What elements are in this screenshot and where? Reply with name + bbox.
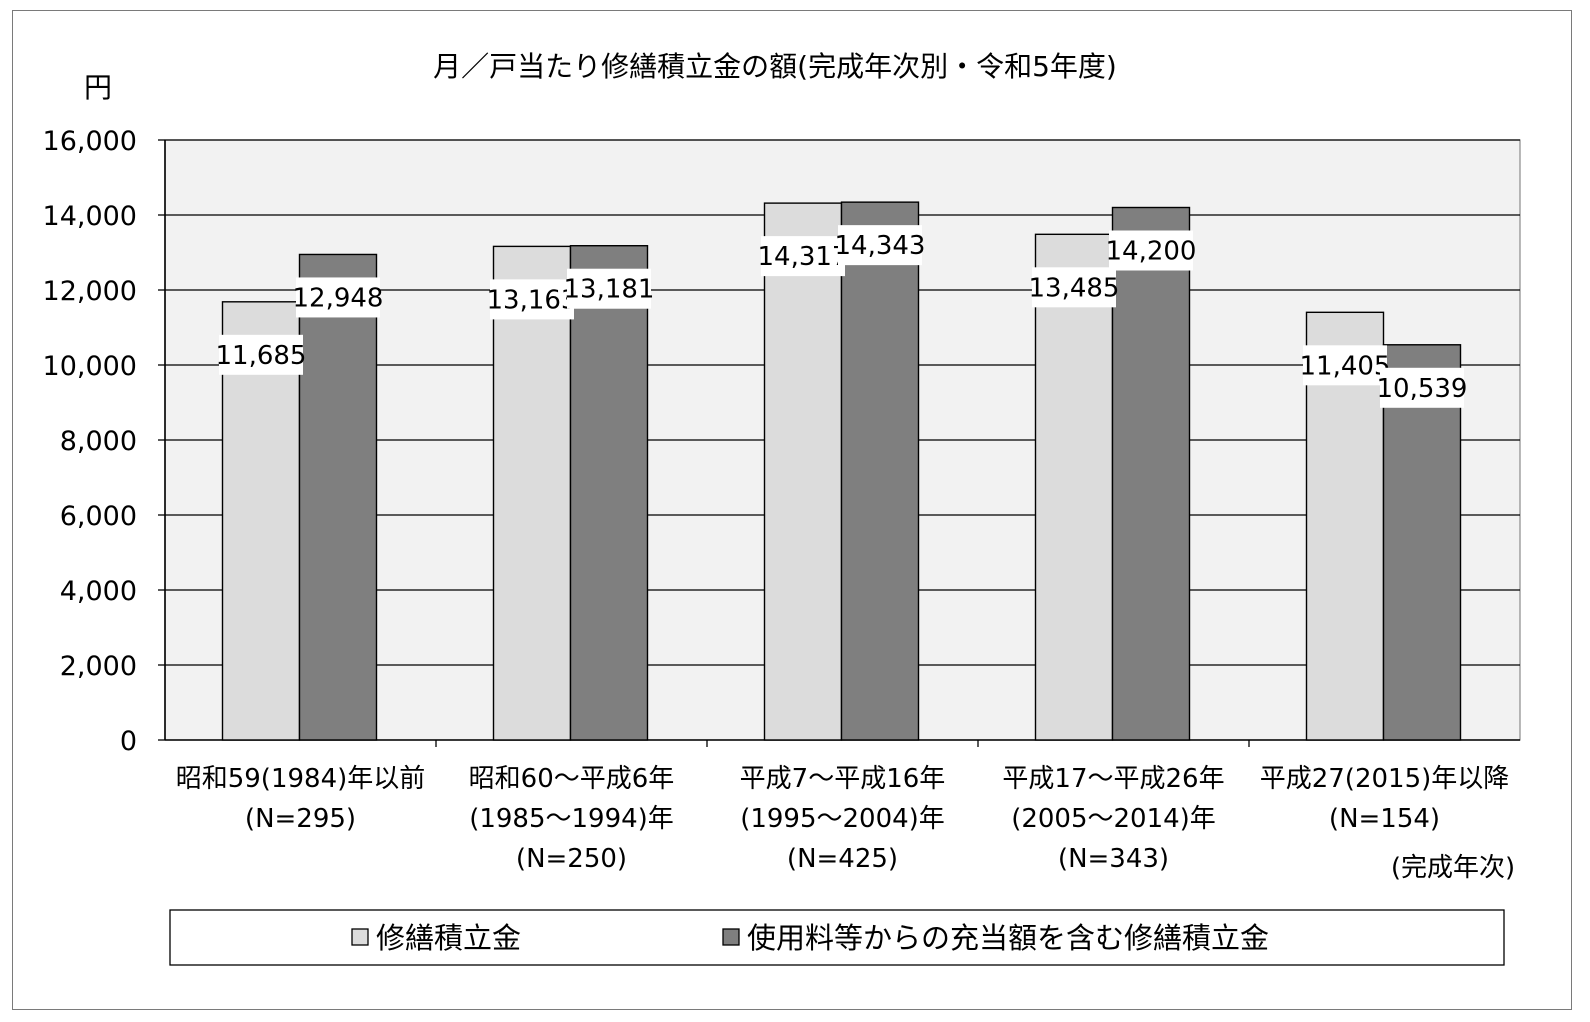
y-tick-label: 8,000 bbox=[60, 426, 137, 457]
y-tick-label: 6,000 bbox=[60, 501, 137, 532]
y-axis-label: 円 bbox=[84, 71, 112, 104]
data-label-box bbox=[490, 279, 574, 320]
bar-reserve-1 bbox=[492, 245, 572, 741]
data-label-box bbox=[219, 334, 303, 375]
x-category-label: (1995～2004)年 bbox=[740, 804, 945, 834]
legend-label-1: 使用料等からの充当額を含む修繕積立金 bbox=[747, 921, 1269, 955]
data-label: 11,405 bbox=[1300, 351, 1391, 381]
chart-title: 月／戸当たり修繕積立金の額(完成年次別・令和5年度) bbox=[433, 50, 1117, 83]
x-category-label: 平成27(2015)年以降 bbox=[1260, 764, 1510, 794]
y-tick-label: 2,000 bbox=[60, 651, 137, 682]
x-category-label: 平成17～平成26年 bbox=[1002, 764, 1224, 794]
data-label: 13,181 bbox=[564, 275, 655, 305]
y-tick-label: 16,000 bbox=[43, 126, 137, 157]
y-tick-label: 12,000 bbox=[43, 276, 137, 307]
data-label: 14,317 bbox=[758, 242, 849, 272]
x-category-label: 平成7～平成16年 bbox=[740, 764, 946, 794]
bar-reserve-0 bbox=[221, 301, 301, 741]
data-label-box bbox=[1109, 230, 1193, 271]
bar-reserve-incl-usage-2 bbox=[840, 201, 920, 741]
x-category-label: 昭和60～平成6年 bbox=[469, 764, 675, 794]
data-label: 14,200 bbox=[1106, 237, 1197, 267]
x-category-label: (N=425) bbox=[787, 844, 898, 874]
data-label: 14,343 bbox=[835, 231, 926, 261]
bar-reserve-2 bbox=[763, 202, 843, 741]
bar-reserve-incl-usage-1 bbox=[569, 245, 649, 741]
x-category-label: (1985～1994)年 bbox=[469, 804, 674, 834]
data-label-box bbox=[838, 225, 922, 266]
data-label-box bbox=[296, 277, 380, 318]
data-label: 13,485 bbox=[1029, 273, 1120, 303]
x-category-label: (N=250) bbox=[516, 844, 627, 874]
y-tick-label: 0 bbox=[120, 726, 137, 757]
legend-label-0: 修繕積立金 bbox=[376, 921, 521, 955]
x-category-label: (2005～2014)年 bbox=[1011, 804, 1216, 834]
data-label-box bbox=[1380, 367, 1464, 408]
x-category-label: (N=343) bbox=[1058, 844, 1169, 874]
x-category-label: (N=295) bbox=[245, 804, 356, 834]
data-label-box bbox=[1032, 267, 1116, 308]
data-label: 10,539 bbox=[1377, 374, 1468, 404]
data-label: 13,163 bbox=[487, 285, 578, 315]
y-tick-label: 4,000 bbox=[60, 576, 137, 607]
y-tick-label: 14,000 bbox=[43, 201, 137, 232]
bar-reserve-incl-usage-0 bbox=[298, 253, 378, 741]
bar-reserve-incl-usage-4 bbox=[1382, 344, 1462, 741]
bar-reserve-incl-usage-3 bbox=[1111, 206, 1191, 741]
plot-area: 0 2,000 4,000 6,000 8,000 10,000 12,000 14,000 1… bbox=[43, 126, 1521, 874]
legend-swatch-1 bbox=[722, 928, 740, 946]
x-category-label: (N=154) bbox=[1329, 804, 1440, 834]
bar-reserve-3 bbox=[1034, 233, 1114, 741]
data-label-box bbox=[567, 268, 651, 309]
x-axis-note: (完成年次) bbox=[1391, 853, 1515, 883]
data-label-box bbox=[1303, 345, 1387, 386]
x-category-label: 昭和59(1984)年以前 bbox=[176, 764, 426, 794]
data-label-box bbox=[761, 236, 845, 277]
legend: 修繕積立金 使用料等からの充当額を含む修繕積立金 bbox=[169, 909, 1505, 966]
legend-box bbox=[169, 909, 1505, 966]
data-label: 11,685 bbox=[216, 341, 307, 371]
y-tick-label: 10,000 bbox=[43, 351, 137, 382]
legend-swatch-0 bbox=[351, 928, 369, 946]
data-label: 12,948 bbox=[293, 283, 384, 313]
